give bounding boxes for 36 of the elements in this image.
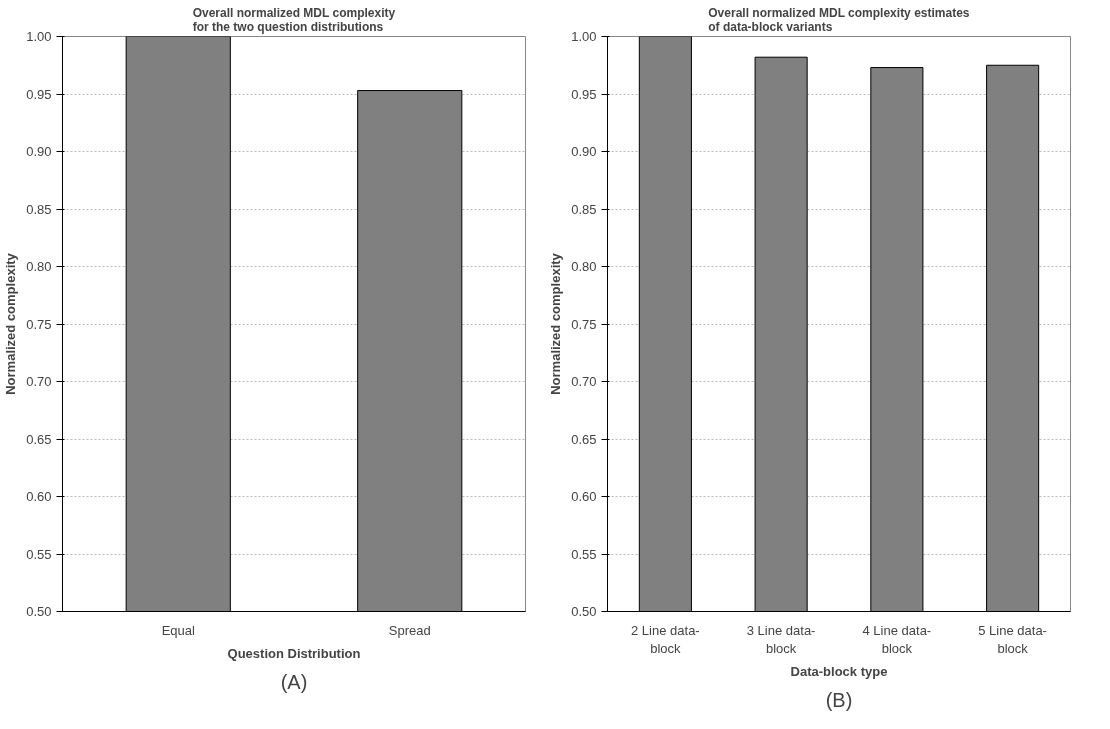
y-tick-label: 0.75 [26, 316, 52, 332]
y-tick-label: 0.75 [571, 316, 597, 332]
y-tick-label: 0.55 [571, 546, 597, 562]
y-tick-label: 0.50 [26, 604, 52, 619]
y-tick-label: 0.90 [571, 144, 597, 159]
y-tick-label: 0.55 [26, 546, 52, 562]
x-tick-label: 2 Line data- block [631, 622, 700, 656]
y-tick-label: 0.85 [26, 201, 52, 217]
y-tick-label: 1.00 [571, 29, 597, 44]
x-axis-title: Question Distribution [227, 645, 361, 661]
x-axis-title: Data-block type [790, 663, 888, 679]
y-tick-label: 0.65 [26, 431, 52, 447]
y-tick-label: 0.70 [26, 374, 52, 389]
y-tick-label: 1.00 [26, 29, 52, 44]
chart-title: Overall normalized MDL complexity estimates of data-block variants [708, 5, 970, 34]
x-tick-label: Spread [388, 622, 431, 638]
x-tick-label: 5 Line data- block [978, 622, 1047, 656]
text: (A) [280, 670, 308, 693]
y-tick-label: 0.60 [571, 489, 597, 504]
x-tick-label: 4 Line data- block [862, 622, 932, 656]
x-tick-label: 3 Line data- block [746, 622, 816, 656]
y-tick-label: 0.95 [571, 86, 597, 102]
y-tick-label: 0.95 [26, 86, 52, 102]
text: (B) [825, 688, 853, 711]
y-tick-label: 0.70 [571, 374, 597, 389]
y-tick-label: 0.90 [26, 144, 52, 159]
y-axis-title: Normalized complexity [548, 252, 564, 395]
y-tick-label: 0.65 [571, 431, 597, 447]
y-tick-label: 0.80 [26, 259, 52, 274]
y-tick-label: 0.60 [26, 489, 52, 504]
y-tick-label: 0.85 [571, 201, 597, 217]
chart-title: Overall normalized MDL complexity for the two question distributions [192, 5, 396, 34]
y-axis-title: Normalized complexity [3, 252, 19, 395]
y-tick-label: 0.80 [571, 259, 597, 274]
x-tick-label: Equal [161, 622, 195, 638]
y-tick-label: 0.50 [571, 604, 597, 619]
